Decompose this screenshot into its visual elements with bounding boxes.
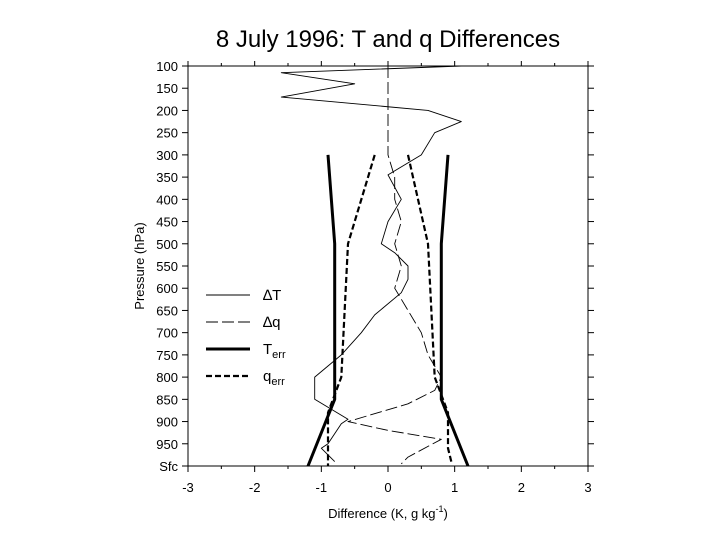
- legend-label: ∆q: [263, 314, 281, 331]
- x-tick-label: -1: [316, 480, 328, 495]
- x-axis-title-sup: -1: [436, 504, 444, 514]
- legend-label: Terr: [263, 341, 286, 361]
- y-tick-label: 900: [156, 415, 178, 430]
- y-tick-label: 800: [156, 370, 178, 385]
- series-line-qerr-left: [326, 154, 376, 466]
- y-tick-label: 850: [156, 392, 178, 407]
- y-tick-label: 400: [156, 192, 178, 207]
- y-tick-label: 750: [156, 348, 178, 363]
- series-line-dq: [347, 66, 442, 465]
- x-tick-label: 1: [451, 480, 458, 495]
- x-tick-label: -3: [182, 480, 194, 495]
- x-axis-title-end: ): [444, 506, 448, 521]
- y-tick-label: 550: [156, 259, 178, 274]
- y-tick-label: 100: [156, 59, 178, 74]
- y-tick-label: 700: [156, 326, 178, 341]
- y-axis-title: Pressure (hPa): [132, 222, 147, 309]
- legend-label: ∆T: [263, 287, 281, 304]
- y-tick-label: 500: [156, 237, 178, 252]
- x-tick-label: -2: [249, 480, 261, 495]
- y-tick-label: 300: [156, 148, 178, 163]
- series-line-qerr-right: [406, 154, 453, 462]
- legend-label: qerr: [263, 368, 285, 388]
- y-tick-label: 950: [156, 437, 178, 452]
- y-tick-label: 600: [156, 281, 178, 296]
- y-tick-label: 250: [156, 126, 178, 141]
- legend: ∆T ∆q Terr qerr: [206, 287, 286, 388]
- series-line-dt: [280, 65, 462, 462]
- y-tick-label: 350: [156, 170, 178, 185]
- y-tick-label: Sfc: [159, 459, 178, 474]
- series-line-terr-left: [306, 154, 337, 467]
- chart-title: 8 July 1996: T and q Differences: [215, 26, 561, 53]
- x-tick-label: 2: [518, 480, 525, 495]
- x-axis-title: Difference (K, g kg-1): [328, 504, 448, 521]
- series-line-terr-right: [439, 154, 470, 467]
- y-tick-label: 150: [156, 81, 178, 96]
- axes: -3 -2 -1 0 1 2 3 100 150 200 250 300 350 400 450 500 550…: [156, 59, 594, 495]
- x-tick-label: 0: [384, 480, 391, 495]
- y-tick-label: 450: [156, 215, 178, 230]
- series-lines: [280, 65, 470, 467]
- x-axis-title-main: Difference (K, g kg: [328, 506, 435, 521]
- y-tick-label: 650: [156, 303, 178, 318]
- x-tick-label: 3: [584, 480, 591, 495]
- y-tick-label: 200: [156, 103, 178, 118]
